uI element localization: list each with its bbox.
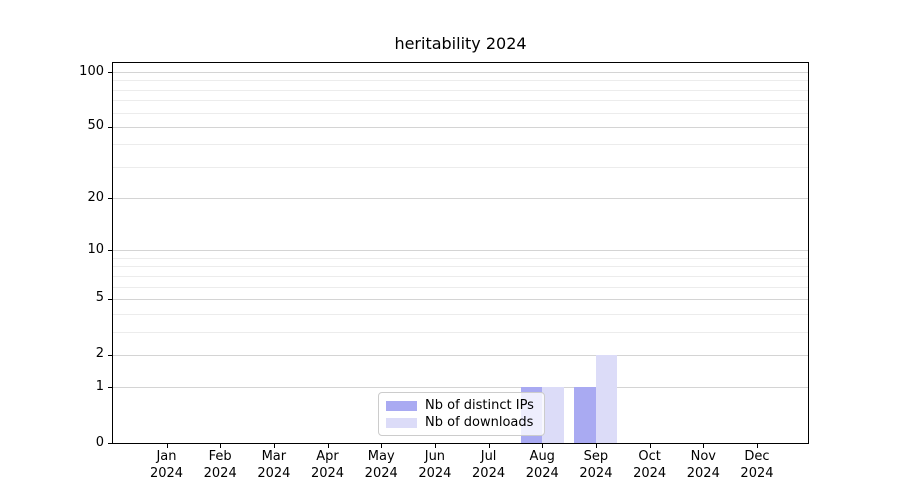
x-tick-mark [327, 444, 329, 448]
y-tick-label: 2 [95, 346, 104, 362]
x-tick-label-may-2024: May 2024 [349, 449, 413, 482]
x-tick-year: 2024 [579, 465, 613, 481]
gridline-minor [113, 80, 808, 82]
x-tick-year: 2024 [418, 465, 452, 481]
y-tick-label: 0 [95, 434, 104, 450]
x-tick-month: Jul [480, 449, 497, 464]
legend-item-distinct-ips: Nb of distinct IPs [386, 398, 536, 413]
x-tick-month: Aug [529, 449, 555, 464]
x-tick-label-oct-2024: Oct 2024 [618, 449, 682, 482]
gridline-major [113, 298, 808, 300]
x-tick-month: May [367, 449, 395, 464]
x-tick-year: 2024 [149, 465, 184, 481]
gridline-minor [113, 275, 808, 277]
x-tick-year: 2024 [472, 465, 506, 481]
gridline-minor [113, 89, 808, 91]
x-tick-mark [220, 444, 222, 448]
bar-nb-of-distinct-ips-sep-2024 [574, 387, 596, 443]
x-tick-label-mar-2024: Mar 2024 [242, 449, 306, 482]
x-tick-label-aug-2024: Aug 2024 [510, 449, 574, 482]
y-tick-mark [108, 298, 112, 300]
bar-nb-of-downloads-aug-2024 [542, 387, 564, 443]
gridline-minor [113, 313, 808, 315]
legend: Nb of distinct IPs Nb of downloads [378, 392, 545, 436]
y-tick-mark [108, 387, 112, 389]
gridline-minor [113, 100, 808, 102]
x-tick-label-feb-2024: Feb 2024 [188, 449, 252, 482]
x-tick-mark [273, 444, 275, 448]
y-tick-label: 5 [95, 290, 104, 306]
gridline-minor [113, 166, 808, 168]
x-tick-label-jun-2024: Jun 2024 [403, 449, 467, 482]
y-tick-label: 10 [87, 241, 104, 257]
gridline-major [113, 387, 808, 389]
legend-item-downloads: Nb of downloads [386, 415, 536, 430]
plot-area: Nb of distinct IPs Nb of downloads [112, 62, 809, 444]
gridline-minor [113, 112, 808, 114]
x-tick-year: 2024 [686, 465, 720, 481]
gridline-major [113, 198, 808, 200]
x-tick-month: Jan [156, 449, 177, 464]
x-tick-mark [434, 444, 436, 448]
x-tick-month: Nov [690, 449, 716, 464]
y-tick-mark [108, 198, 112, 200]
gridline-minor [113, 266, 808, 268]
y-tick-label: 20 [87, 189, 104, 205]
x-tick-year: 2024 [364, 465, 398, 481]
x-tick-year: 2024 [740, 465, 774, 481]
x-tick-mark [542, 444, 544, 448]
x-tick-month: Jun [424, 449, 446, 464]
x-tick-label-sep-2024: Sep 2024 [564, 449, 628, 482]
x-tick-mark [166, 444, 168, 448]
x-tick-mark [488, 444, 490, 448]
x-tick-month: Sep [583, 449, 609, 464]
y-tick-label: 100 [79, 63, 104, 79]
bars-layer [113, 63, 808, 443]
x-tick-year: 2024 [633, 465, 667, 481]
legend-label-downloads: Nb of downloads [425, 415, 534, 430]
x-tick-mark [649, 444, 651, 448]
gridline-major [113, 72, 808, 74]
x-tick-mark [381, 444, 383, 448]
x-tick-year: 2024 [203, 465, 237, 481]
x-tick-month: Oct [638, 449, 661, 464]
x-tick-label-dec-2024: Dec 2024 [725, 449, 789, 482]
x-tick-month: Dec [744, 449, 770, 464]
x-tick-year: 2024 [310, 465, 345, 481]
y-tick-mark [108, 250, 112, 252]
x-tick-month: Feb [208, 449, 232, 464]
y-tick-label: 1 [95, 378, 104, 394]
x-tick-label-jul-2024: Jul 2024 [457, 449, 521, 482]
x-tick-year: 2024 [525, 465, 559, 481]
legend-swatch-distinct-ips [386, 400, 417, 411]
x-tick-mark [756, 444, 758, 448]
y-tick-mark [108, 443, 112, 444]
gridline-minor [113, 144, 808, 146]
y-tick-mark [108, 126, 112, 128]
gridline-minor [113, 331, 808, 333]
gridline-major [113, 354, 808, 356]
y-tick-mark [108, 354, 112, 356]
x-tick-mark [703, 444, 705, 448]
gridline-minor [113, 257, 808, 259]
gridline-minor [113, 286, 808, 288]
gridline-major [113, 126, 808, 128]
x-tick-month: Mar [261, 449, 287, 464]
x-tick-month: Apr [316, 449, 339, 464]
y-tick-label: 50 [87, 118, 104, 134]
chart-title: heritability 2024 [394, 34, 527, 53]
gridlines-layer [113, 63, 808, 443]
gridline-major [113, 250, 808, 252]
bar-nb-of-downloads-sep-2024 [595, 354, 618, 443]
x-tick-label-apr-2024: Apr 2024 [296, 449, 360, 482]
legend-swatch-downloads [386, 417, 417, 428]
legend-label-distinct-ips: Nb of distinct IPs [425, 398, 534, 413]
x-tick-label-jan-2024: Jan 2024 [135, 449, 199, 482]
y-tick-mark [108, 72, 112, 74]
x-tick-label-nov-2024: Nov 2024 [671, 449, 735, 482]
x-tick-mark [595, 444, 597, 448]
x-tick-year: 2024 [257, 465, 291, 481]
